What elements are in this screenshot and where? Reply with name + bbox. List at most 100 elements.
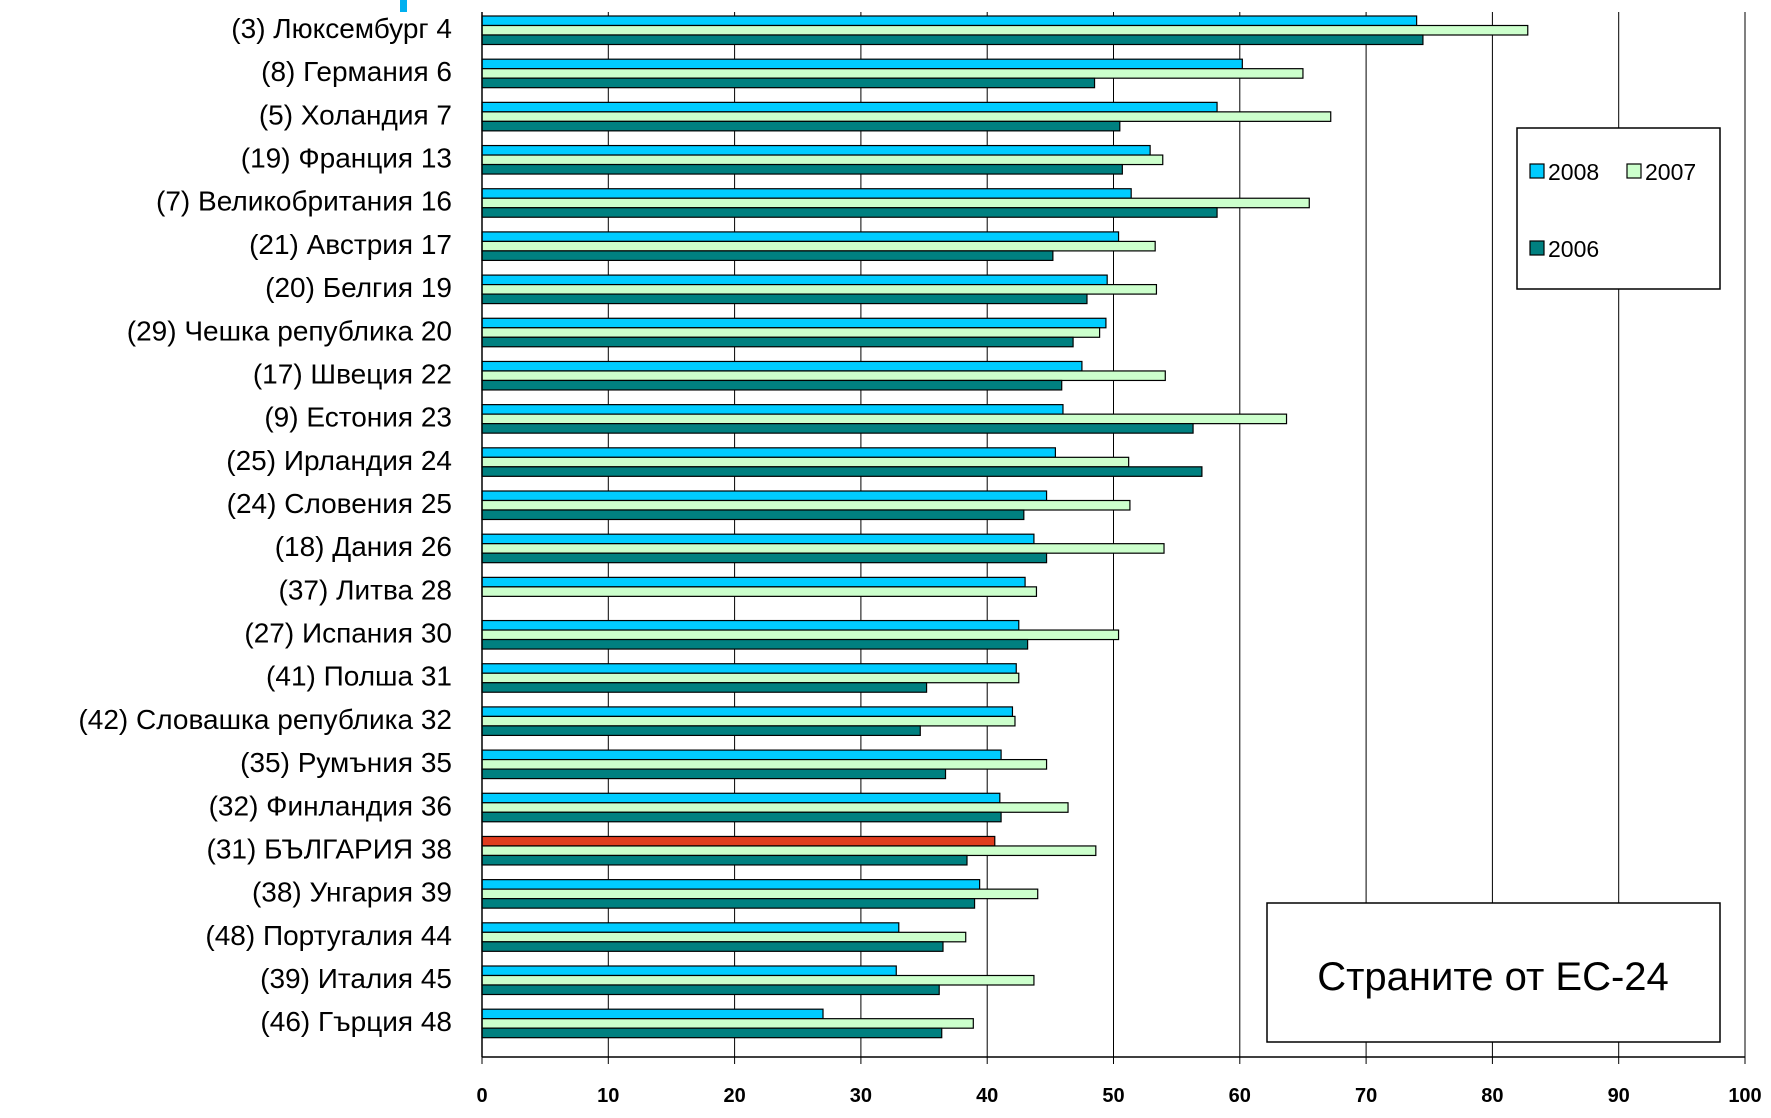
bar-2006: [481, 207, 1218, 218]
legend-swatch-2006: [1529, 240, 1545, 256]
x-tick-label: 30: [850, 1085, 872, 1107]
legend: 2008 2007 2006: [1516, 127, 1721, 290]
annotation-text: Страните от ЕС-24: [1317, 955, 1669, 999]
category-label: (19) Франция 13: [241, 143, 452, 174]
bar-2008: [481, 533, 1035, 545]
category-label: (24) Словения 25: [227, 488, 452, 519]
bar-2008: [481, 490, 1048, 502]
bar-2008: [481, 749, 1002, 761]
bar-2007: [481, 456, 1130, 468]
bar-2006: [481, 941, 944, 952]
bar-2006: [481, 34, 1424, 46]
category-label: (18) Дания 26: [275, 531, 452, 562]
bar-2006: [481, 379, 1063, 391]
bar-2008: [481, 144, 1151, 156]
x-tick-label: 80: [1481, 1085, 1503, 1107]
x-tick-label: 40: [976, 1085, 998, 1107]
bar-2006: [481, 984, 940, 996]
legend-box: [1516, 127, 1721, 290]
bar-2008: [481, 404, 1064, 415]
bar-2008: [481, 58, 1243, 70]
bar-2007: [481, 111, 1332, 122]
bar-2007: [481, 327, 1101, 338]
category-label: (17) Швеция 22: [253, 358, 452, 389]
bar-2008: [481, 706, 1014, 718]
bar-2006: [481, 509, 1025, 521]
bars: [481, 15, 1529, 1039]
bar-2007: [481, 974, 1035, 986]
bar-2008: [481, 792, 1001, 804]
category-label: (9) Естония 23: [264, 402, 452, 433]
bar-2008: [481, 922, 900, 933]
x-tick-label: 0: [476, 1085, 487, 1107]
x-tick-label: 100: [1728, 1085, 1761, 1107]
bar-2007: [481, 715, 1016, 727]
bar-2006: [481, 682, 928, 693]
bar-2008: [481, 188, 1132, 199]
bar-2006: [481, 811, 1002, 823]
bar-2006: [481, 466, 1203, 477]
bar-2008: [481, 447, 1057, 458]
bar-2007: [481, 240, 1156, 252]
bar-2006: [481, 854, 968, 866]
bar-2007: [481, 845, 1097, 857]
bar-2007: [481, 154, 1164, 166]
bar-2007: [481, 586, 1038, 597]
bar-2007: [481, 499, 1131, 511]
category-label: (42) Словашка република 32: [78, 704, 452, 735]
bar-2006: [481, 725, 921, 737]
x-tick-label: 20: [723, 1085, 745, 1107]
x-axis-tick-labels: 0 10 20 30 40 50 60 70 80 90 100: [476, 1057, 1762, 1107]
annotation-box: Страните от ЕС-24: [1266, 902, 1721, 1043]
bar-2007: [481, 758, 1048, 770]
legend-swatch-2008: [1529, 163, 1545, 179]
bar-2008: [481, 965, 897, 977]
legend-label-2007: 2007: [1645, 159, 1696, 185]
bar-2006: [481, 293, 1088, 305]
category-label: (32) Финландия 36: [209, 790, 452, 821]
bar-2008: [481, 101, 1218, 113]
x-tick-label: 90: [1608, 1085, 1630, 1107]
bar-2007: [481, 543, 1165, 554]
bar-2007: [481, 370, 1166, 382]
bar-2007: [481, 888, 1039, 900]
category-label: (48) Португалия 44: [205, 920, 452, 951]
bar-2006: [481, 423, 1194, 434]
bar-2008: [481, 1008, 824, 1020]
bar-2008: [481, 619, 1020, 631]
bar-2008: [481, 360, 1083, 372]
category-label: (35) Румъния 35: [240, 747, 452, 778]
category-label: (7) Великобритания 16: [156, 186, 452, 217]
category-label: (31) БЪЛГАРИЯ 38: [207, 833, 452, 864]
bar-2007: [481, 283, 1158, 295]
bar-2008: [481, 576, 1026, 588]
bar-2006: [481, 898, 976, 909]
bar-2007: [481, 629, 1120, 641]
category-label: (46) Гърция 48: [260, 1006, 452, 1037]
bar-2006: [481, 120, 1121, 132]
bar-2006: [481, 1027, 943, 1039]
bar-2008: [481, 835, 996, 847]
bar-2007: [481, 672, 1020, 684]
bar-2007: [481, 197, 1310, 209]
bar-2007: [481, 24, 1529, 36]
category-label: (29) Чешка република 20: [127, 315, 452, 346]
annotation-frame: [1266, 902, 1721, 1043]
category-label: (39) Италия 45: [260, 963, 452, 994]
x-tick-label: 50: [1102, 1085, 1124, 1107]
bar-2008: [481, 15, 1418, 27]
legend-label-2008: 2008: [1548, 159, 1599, 185]
legend-label-2006: 2006: [1548, 236, 1599, 262]
bar-2007: [481, 1018, 974, 1029]
bar-2007: [481, 802, 1069, 813]
category-label: (27) Испания 30: [244, 618, 452, 649]
bar-2008: [481, 274, 1108, 286]
bar-2007: [481, 931, 967, 943]
bar-2008: [481, 879, 981, 890]
category-label: (21) Австрия 17: [249, 229, 452, 260]
bar-2006: [481, 552, 1048, 564]
category-label: (3) Люксембург 4: [231, 13, 452, 44]
category-label: (38) Унгария 39: [252, 877, 452, 908]
